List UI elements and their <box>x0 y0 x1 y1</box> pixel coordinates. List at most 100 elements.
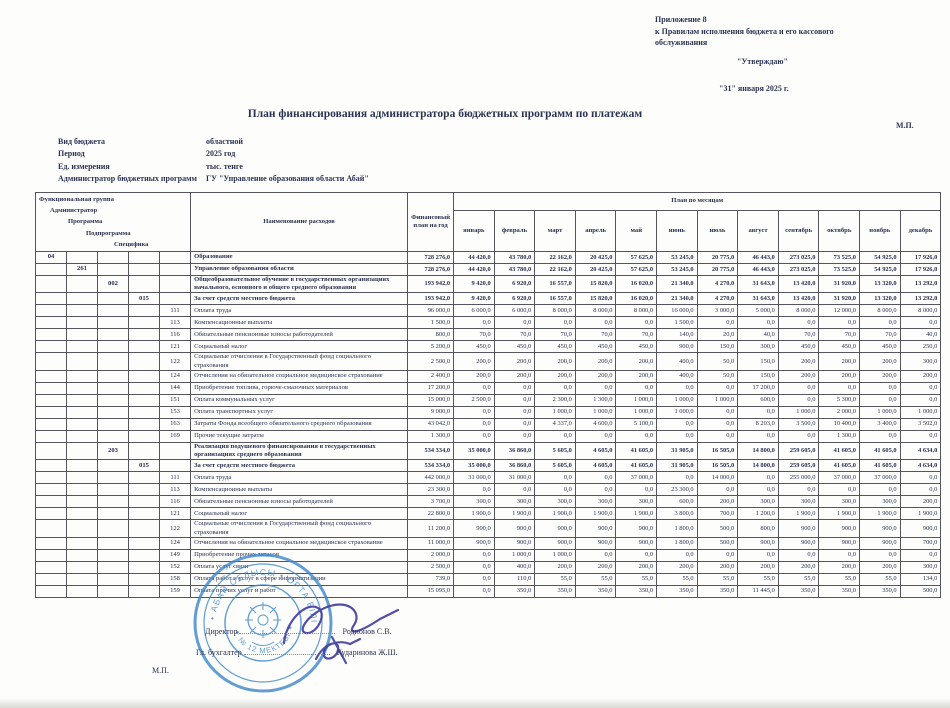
month-value-cell: 0,0 <box>534 381 576 395</box>
month-value-cell: 57 625,0 <box>615 263 658 276</box>
month-value-cell: 46 443,0 <box>737 263 779 276</box>
month-value-cell: 13 320,0 <box>859 292 901 306</box>
expense-name-cell: Компенсационные выплаты <box>190 483 409 497</box>
annual-plan-cell: 728 276,0 <box>407 251 455 264</box>
month-value-cell: 200,0 <box>574 560 617 574</box>
month-value-cell: 1 000,0 <box>493 548 536 562</box>
program-cell <box>97 536 129 550</box>
month-value-cell: 900,0 <box>534 519 576 538</box>
month-value-cell: 200,0 <box>493 369 536 383</box>
functional-group-cell <box>35 519 67 538</box>
month-value-cell: 0,0 <box>899 429 942 443</box>
expense-name-cell: Отчисления на обязательное социальное ме… <box>190 369 409 383</box>
month-value-cell: 16 505,0 <box>696 459 739 473</box>
annual-plan-cell: 43 042,0 <box>407 417 455 431</box>
expense-name-cell: Затраты Фонда всеобщего обязательного ср… <box>190 417 409 431</box>
table-row: 159 Оплата прочих услуг и работ 15 095,0… <box>35 584 942 598</box>
month-value-cell: 800,0 <box>737 519 779 538</box>
functional-group-cell <box>35 536 67 550</box>
month-value-cell: 6 000,0 <box>493 304 536 318</box>
month-value-cell: 0,0 <box>859 548 901 562</box>
month-value-cell: 0,0 <box>493 483 536 497</box>
program-cell <box>97 429 129 443</box>
month-value-cell: 4 634,0 <box>899 459 942 473</box>
table-row: 158 Оплата работ и услуг в сфере информа… <box>35 572 942 586</box>
month-value-cell: 3 000,0 <box>696 304 739 318</box>
functional-group-cell <box>35 560 67 574</box>
month-value-cell: 350,0 <box>534 584 576 598</box>
expense-name-cell: Образование <box>190 251 409 264</box>
table-row: 04 Образование 728 276,0 44 420,0 43 780,… <box>35 251 942 264</box>
annual-plan-cell: 2 000,0 <box>407 548 455 562</box>
annual-plan-cell: 193 942,0 <box>407 292 455 306</box>
month-value-cell: 0,0 <box>696 429 739 443</box>
code-columns-header: Функциональная группа Администратор Прог… <box>34 192 192 252</box>
month-value-cell: 0,0 <box>737 429 779 443</box>
month-value-cell: 0,0 <box>534 316 576 330</box>
month-header: май <box>615 210 658 252</box>
month-value-cell: 350,0 <box>818 584 860 598</box>
table-row: 163 Затраты Фонда всеобщего обязательног… <box>35 417 942 431</box>
page-title: План финансирования администратора бюдже… <box>247 108 643 120</box>
functional-group-cell <box>35 507 67 521</box>
month-value-cell: 0,0 <box>899 471 942 485</box>
program-cell <box>97 572 129 586</box>
table-row: 113 Компенсационные выплаты 1 500,0 0,0 0… <box>35 316 942 330</box>
functional-group-cell <box>35 584 67 598</box>
subprogram-cell <box>128 251 160 264</box>
specific-cell: 149 <box>158 548 192 562</box>
subprogram-cell <box>128 519 160 538</box>
month-value-cell: 200,0 <box>777 369 820 383</box>
subprogram-cell <box>128 584 160 598</box>
month-value-cell: 10 400,0 <box>818 417 860 431</box>
month-value-cell: 4 634,0 <box>899 441 942 461</box>
specific-cell: 163 <box>158 417 192 431</box>
functional-group-cell <box>35 381 67 395</box>
month-value-cell: 0,0 <box>859 316 901 330</box>
program-cell <box>97 417 129 431</box>
month-value-cell: 1 000,0 <box>574 405 617 419</box>
administrator-cell <box>66 393 98 407</box>
month-header: июнь <box>656 210 698 252</box>
functional-group-cell: 04 <box>35 251 67 264</box>
month-value-cell: 400,0 <box>493 560 536 574</box>
month-value-cell: 900,0 <box>615 519 658 538</box>
month-value-cell: 300,0 <box>818 495 860 509</box>
administrator-cell <box>66 405 98 419</box>
month-value-cell: 2 300,0 <box>534 393 576 407</box>
month-value-cell: 450,0 <box>615 340 658 354</box>
subprogram-cell <box>128 352 160 371</box>
specific-cell: 121 <box>158 340 192 354</box>
month-value-cell: 0,0 <box>737 483 779 497</box>
subprogram-cell <box>128 263 160 276</box>
header-functional-group: Функциональная группа <box>39 195 114 203</box>
month-value-cell: 5 605,0 <box>534 441 576 461</box>
month-value-cell: 0,0 <box>453 572 495 586</box>
month-header: март <box>534 210 576 252</box>
administrator-cell <box>66 572 98 586</box>
expense-name-cell: Обязательные пенсионные взносы работодат… <box>190 328 409 342</box>
table-row: 203 Реализация подушевого финансирования… <box>35 441 942 461</box>
month-value-cell: 150,0 <box>737 369 779 383</box>
program-cell <box>97 548 129 562</box>
director-label: Директор <box>205 627 238 636</box>
month-value-cell: 70,0 <box>493 328 536 342</box>
program-cell <box>97 560 129 574</box>
month-value-cell: 55,0 <box>777 572 820 586</box>
approved-label: "Утверждаю" <box>737 56 788 66</box>
meta-value: ГУ "Управление образования области Абай" <box>206 174 369 184</box>
month-value-cell: 41 605,0 <box>615 459 658 473</box>
month-value-cell: 259 605,0 <box>777 441 820 461</box>
month-value-cell: 0,0 <box>656 429 698 443</box>
month-value-cell: 0,0 <box>493 417 536 431</box>
administrator-cell <box>66 548 98 562</box>
month-value-cell: 0,0 <box>737 548 779 562</box>
functional-group-cell <box>35 459 67 473</box>
administrator-cell: 261 <box>66 263 98 276</box>
month-value-cell: 0,0 <box>696 483 739 497</box>
table-row: 015 За счет средств местного бюджета 534… <box>35 459 942 473</box>
month-value-cell: 450,0 <box>818 340 860 354</box>
month-value-cell: 8 203,0 <box>737 417 779 431</box>
month-value-cell: 450,0 <box>493 340 536 354</box>
month-value-cell: 1 200,0 <box>737 507 779 521</box>
